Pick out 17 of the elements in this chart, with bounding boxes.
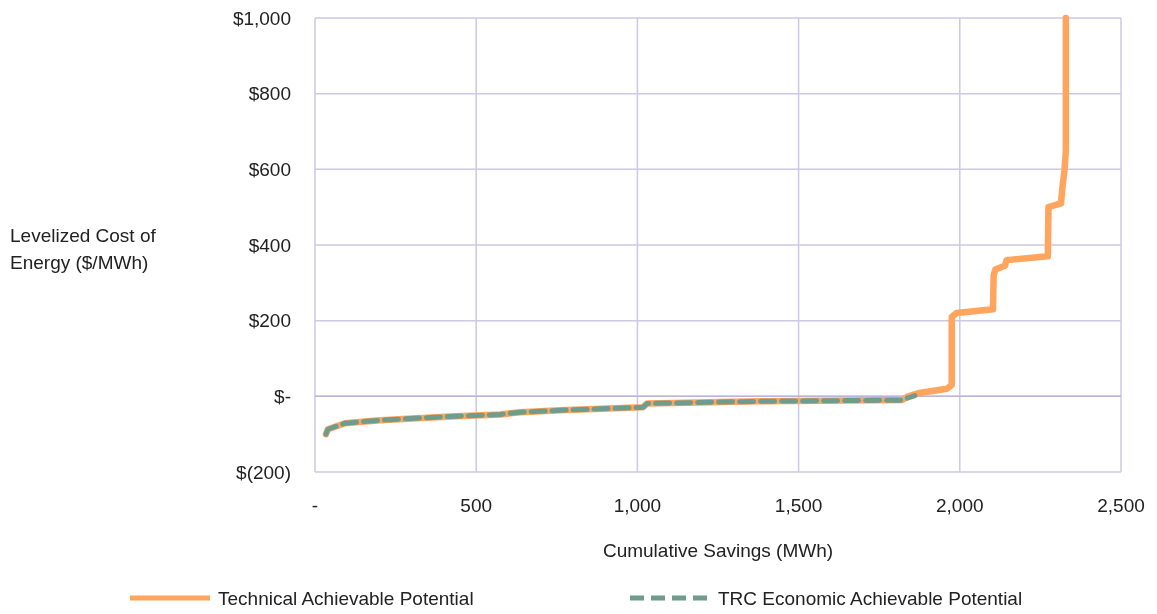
y-tick-label: $200 bbox=[248, 310, 291, 332]
x-tick-label: 2,000 bbox=[936, 495, 984, 516]
legend-label: TRC Economic Achievable Potential bbox=[718, 587, 1023, 609]
y-tick-label: $- bbox=[274, 385, 291, 407]
y-axis-title: Levelized Cost of Energy ($/MWh) bbox=[10, 225, 157, 274]
x-axis-title: Cumulative Savings (MWh) bbox=[602, 540, 834, 561]
x-tick-label: 1,500 bbox=[774, 495, 823, 516]
x-tick-label: 2,500 bbox=[1097, 495, 1145, 516]
y-tick-label: $400 bbox=[248, 234, 291, 256]
legend-label: Technical Achievable Potential bbox=[218, 587, 474, 609]
x-tick-label: 500 bbox=[460, 495, 493, 516]
x-tick-label: 1,000 bbox=[613, 495, 662, 516]
x-tick-label: - bbox=[311, 495, 319, 516]
y-tick-label: $1,000 bbox=[232, 7, 291, 29]
y-tick-label: $800 bbox=[248, 83, 291, 105]
y-tick-label: $(200) bbox=[236, 461, 291, 483]
y-tick-label: $600 bbox=[248, 158, 291, 180]
